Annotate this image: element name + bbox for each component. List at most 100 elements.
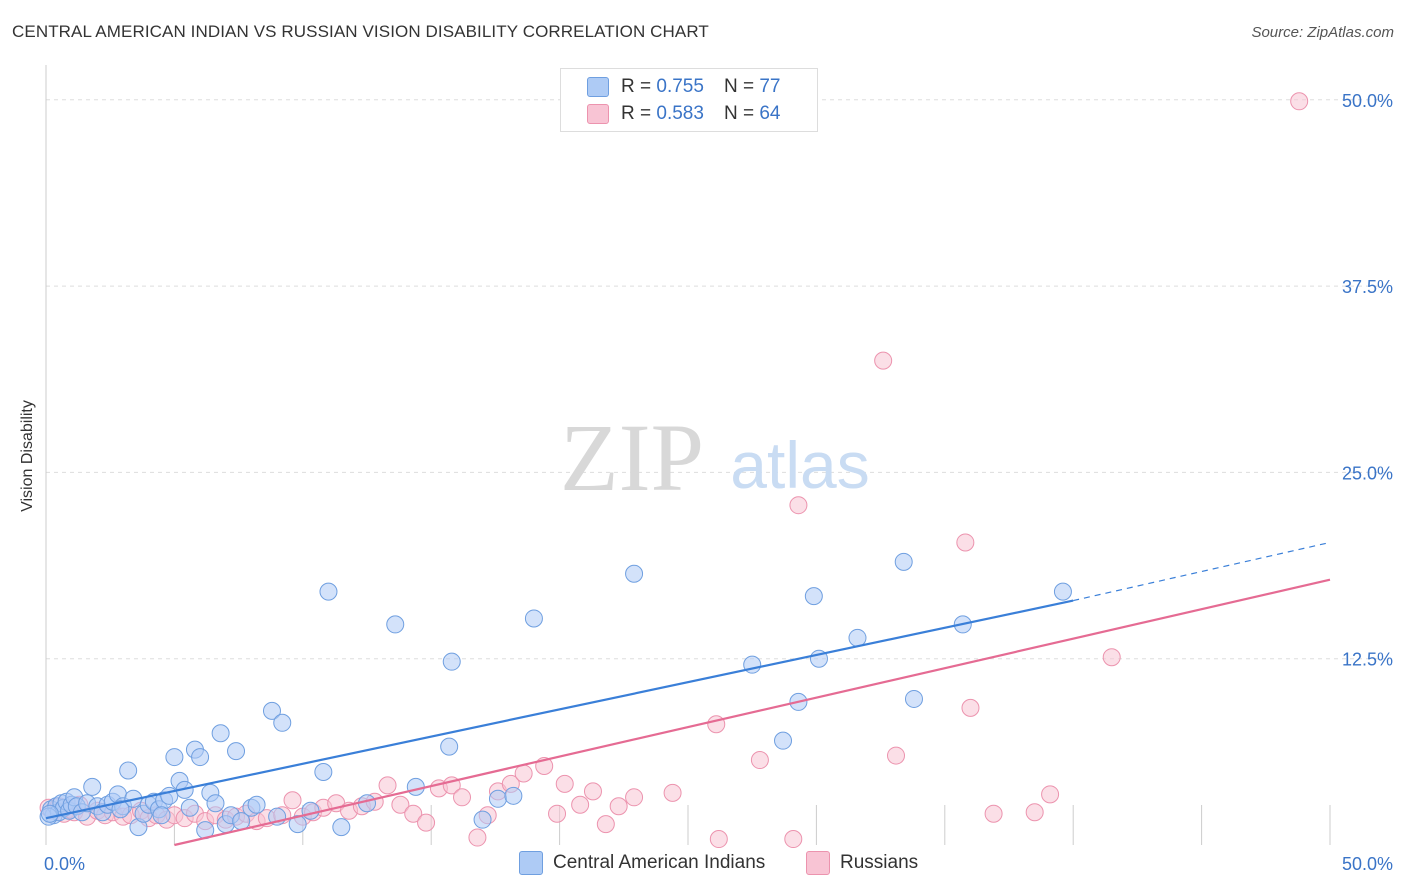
legend-r-value: 0.755 (656, 76, 704, 97)
data-point (206, 794, 225, 813)
x-tick-label: 50.0% (1342, 854, 1393, 874)
data-point (488, 789, 507, 808)
grid-lines (46, 99, 1390, 660)
data-point (111, 800, 130, 819)
legend-row-pink: R = 0.583 N = 64 (587, 102, 780, 126)
legend-r-label: R = (621, 103, 652, 124)
data-point (180, 798, 199, 817)
trend-line-blue (45, 599, 1074, 820)
y-tick-label: 12.5% (1342, 650, 1393, 670)
data-point (273, 713, 292, 732)
legend-swatch-blue (519, 851, 543, 875)
series-legend: Central American Indians Russians (0, 851, 1406, 877)
data-point (440, 737, 459, 756)
watermark-zip: ZIP (560, 404, 704, 511)
data-point (1041, 785, 1060, 804)
data-point (1290, 92, 1309, 111)
data-point (119, 761, 138, 780)
data-point (663, 783, 682, 802)
legend-label: Central American Indians (553, 852, 766, 873)
data-point (314, 762, 333, 781)
data-point (83, 777, 102, 796)
x-tick-label: 0.0% (44, 854, 85, 874)
data-point (904, 689, 923, 708)
data-point (332, 818, 351, 837)
data-point (406, 777, 425, 796)
legend-n-value: 77 (759, 76, 781, 97)
trend-line-blue-extension (1073, 541, 1331, 602)
data-point (848, 628, 867, 647)
legend-swatch-pink (806, 851, 830, 875)
y-tick-label: 50.0% (1342, 91, 1393, 111)
data-point (784, 830, 803, 849)
data-point (262, 701, 281, 720)
data-point (152, 806, 171, 825)
legend-item-central-american-indians[interactable]: Central American Indians (519, 851, 765, 875)
tick-labels: 12.5% 25.0% 37.5% 50.0% 0.0% 50.0% (44, 91, 1393, 874)
data-point (211, 724, 230, 743)
trend-lines (45, 541, 1331, 847)
legend-n-label: N = (723, 103, 755, 124)
y-tick-label: 37.5% (1342, 277, 1393, 297)
legend-item-russians[interactable]: Russians (806, 851, 918, 875)
data-point (514, 764, 533, 783)
correlation-legend: R = 0.755 N = 77 R = 0.583 N = 64 (560, 68, 818, 132)
data-point (391, 795, 410, 814)
data-point (247, 795, 266, 814)
data-point (596, 815, 615, 834)
data-point (442, 652, 461, 671)
data-point (40, 804, 59, 823)
watermark-atlas: atlas (730, 428, 869, 502)
data-point (386, 615, 405, 634)
data-point (524, 609, 543, 628)
data-point (283, 791, 302, 810)
data-point (609, 797, 628, 816)
data-point (874, 351, 893, 370)
data-point (1025, 803, 1044, 822)
data-point (1053, 582, 1072, 601)
data-point (625, 564, 644, 583)
data-point (404, 804, 423, 823)
data-point (583, 782, 602, 801)
legend-swatch-blue (587, 77, 609, 97)
data-point (956, 533, 975, 552)
source-credit: Source: ZipAtlas.com (1251, 24, 1394, 41)
data-point (555, 774, 574, 793)
data-point (227, 742, 246, 761)
data-point (191, 748, 210, 767)
data-point (473, 810, 492, 829)
watermark: ZIP atlas (560, 404, 870, 511)
data-point (378, 776, 397, 795)
data-point (548, 804, 567, 823)
central-american-indians-points (39, 552, 1072, 840)
data-point (709, 830, 728, 849)
data-point (319, 582, 338, 601)
legend-n-label: N = (723, 76, 755, 97)
data-point (774, 731, 793, 750)
chart-title: CENTRAL AMERICAN INDIAN VS RUSSIAN VISIO… (12, 22, 709, 41)
data-point (887, 746, 906, 765)
data-point (984, 804, 1003, 823)
data-point (625, 788, 644, 807)
legend-n-value: 64 (759, 103, 781, 124)
data-point (417, 813, 436, 832)
data-point (165, 748, 184, 767)
data-point (453, 788, 472, 807)
data-point (301, 801, 320, 820)
legend-r-label: R = (621, 76, 652, 97)
legend-label: Russians (840, 852, 919, 873)
legend-r-value: 0.583 (656, 103, 704, 124)
data-point (789, 496, 808, 515)
legend-swatch-pink (587, 104, 609, 124)
data-point (804, 587, 823, 606)
data-point (504, 786, 523, 805)
legend-row-blue: R = 0.755 N = 77 (587, 75, 780, 99)
data-point (1102, 648, 1121, 667)
y-tick-label: 25.0% (1342, 463, 1393, 483)
data-point (571, 795, 590, 814)
data-point (961, 698, 980, 717)
data-point (750, 751, 769, 770)
y-axis-title: Vision Disability (19, 400, 36, 512)
trend-line-pink (174, 578, 1331, 847)
